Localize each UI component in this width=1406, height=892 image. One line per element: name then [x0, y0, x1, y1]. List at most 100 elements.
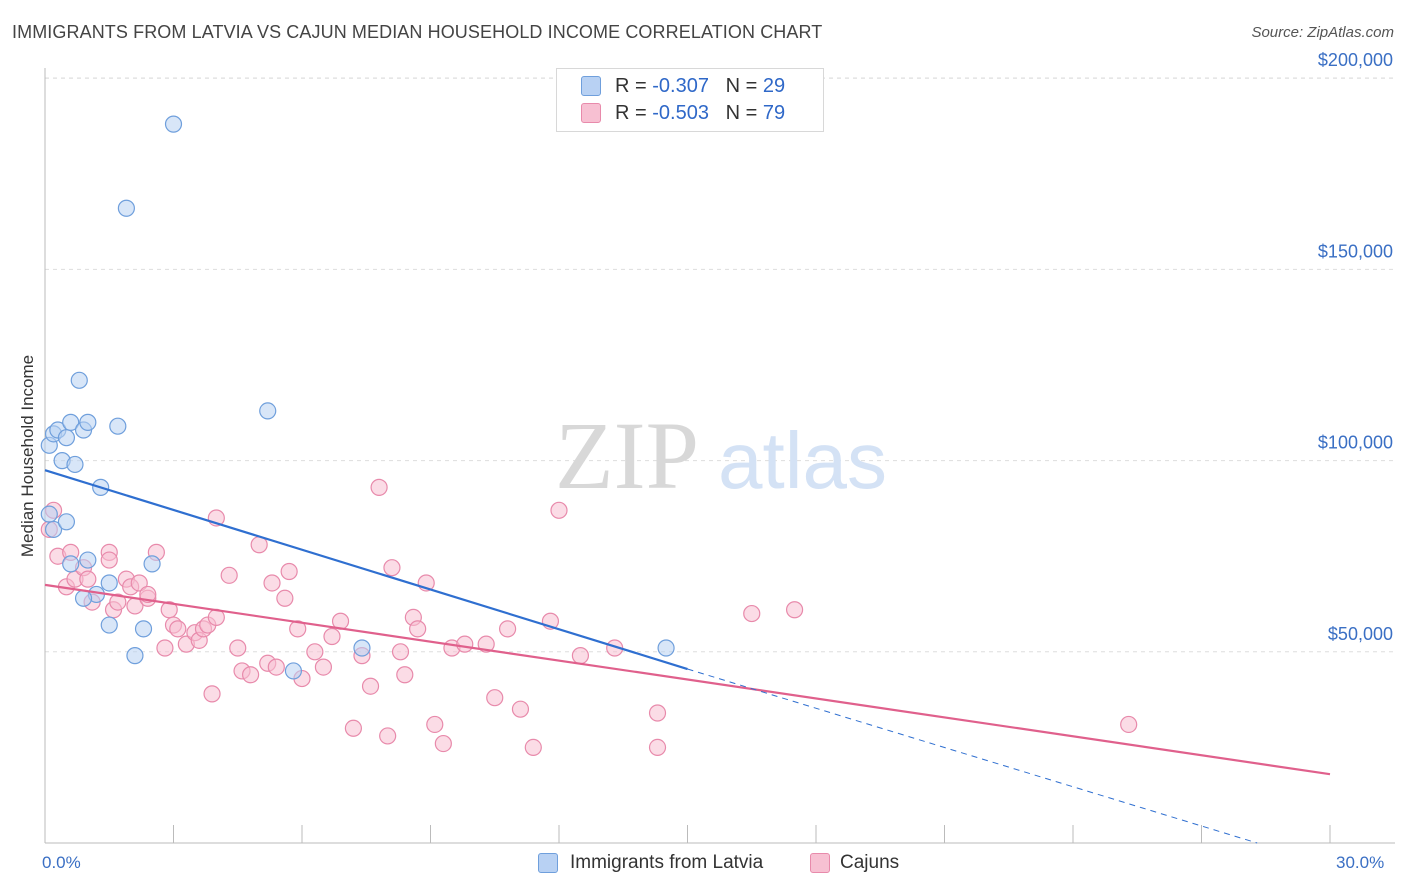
- cajun-point: [314, 658, 333, 676]
- r-value: -0.503: [652, 102, 709, 124]
- cajun-point: [785, 601, 804, 619]
- n-value: 29: [762, 75, 786, 97]
- cajun-point: [267, 658, 285, 676]
- watermark-atlas: atlas: [718, 416, 887, 505]
- cajun-swatch: [581, 103, 601, 123]
- y-tick-label: $100,000: [1318, 433, 1393, 453]
- cajun-point: [361, 677, 380, 695]
- cajun-point: [477, 635, 495, 653]
- cajun-point: [79, 570, 97, 588]
- chart-title: IMMIGRANTS FROM LATVIA VS CAJUN MEDIAN H…: [12, 22, 823, 42]
- cajun-point: [379, 727, 397, 745]
- r-value: -0.307: [652, 75, 709, 97]
- n-label: N =: [725, 75, 763, 97]
- cajun-point: [344, 719, 362, 737]
- cajun-point: [263, 574, 281, 592]
- latvia-point: [62, 413, 80, 431]
- latvia-point: [353, 639, 371, 657]
- cajun-point: [109, 593, 127, 611]
- gridlines: [45, 77, 1395, 653]
- legend-cajun-label: Cajuns: [840, 852, 900, 873]
- latvia-point: [70, 371, 88, 389]
- latvia-point: [143, 555, 161, 573]
- latvia-point: [657, 639, 675, 657]
- latvia-point: [100, 616, 118, 634]
- latvia-point: [134, 620, 153, 638]
- cajun-trend-line: [44, 583, 1331, 776]
- latvia-trend-line: [44, 469, 688, 671]
- latvia-point: [284, 662, 303, 680]
- latvia-point: [79, 413, 97, 431]
- latvia-point: [117, 199, 135, 217]
- latvia-point: [44, 520, 63, 539]
- latvia-trend-extension: [687, 668, 1258, 844]
- cajun-point: [383, 559, 401, 577]
- latvia-point: [164, 115, 183, 133]
- cajun-point: [434, 734, 452, 753]
- latvia-point: [66, 455, 84, 474]
- stats-text: R = -0.503 N = 79: [615, 102, 785, 125]
- trend-lines: [44, 469, 1331, 844]
- cajun-point: [499, 620, 517, 638]
- cajun-point: [743, 604, 761, 623]
- cajun-point: [280, 562, 298, 581]
- x-tick-max: 30.0%: [1336, 853, 1385, 872]
- cajun-point: [409, 620, 427, 638]
- y-tick-label: $150,000: [1318, 241, 1393, 261]
- cajun-point: [426, 715, 444, 734]
- latvia-point: [126, 647, 144, 665]
- cajun-point: [486, 689, 504, 707]
- legend-latvia-label: Immigrants from Latvia: [570, 852, 764, 873]
- cajun-point: [511, 700, 530, 718]
- cajun-point: [100, 551, 118, 569]
- axes: [44, 68, 1395, 844]
- cajun-point: [571, 647, 590, 665]
- n-label: N =: [725, 102, 763, 124]
- cajun-point: [306, 643, 324, 661]
- source-label: Source: ZipAtlas.com: [1251, 24, 1394, 41]
- cajun-point: [220, 566, 238, 584]
- cajun-point: [203, 685, 221, 703]
- cajun-point: [323, 627, 341, 646]
- cajun-point: [156, 639, 174, 657]
- cajun-point: [648, 738, 667, 757]
- cajun-point: [169, 620, 187, 638]
- latvia-swatch: [581, 76, 601, 96]
- cajun-point: [229, 639, 247, 657]
- latvia-swatch: [538, 853, 558, 873]
- latvia-point: [57, 429, 76, 447]
- r-label: R =: [615, 102, 653, 124]
- cajun-point: [391, 643, 410, 661]
- latvia-point: [62, 555, 80, 573]
- y-tick-labels: $50,000 $100,000 $150,000 $200,000: [1318, 50, 1393, 644]
- cajun-point: [1120, 715, 1138, 734]
- cajun-point: [242, 666, 260, 684]
- cajun-point: [396, 666, 414, 684]
- stats-text: R = -0.307 N = 29: [615, 75, 785, 98]
- latvia-point: [100, 574, 118, 592]
- latvia-point: [79, 551, 97, 569]
- x-tick-min: 0.0%: [42, 853, 81, 872]
- cajun-point: [289, 620, 307, 638]
- latvia-points: [40, 115, 675, 680]
- cajun-point: [648, 704, 667, 722]
- n-value: 79: [762, 102, 786, 124]
- watermark-zip: ZIP: [555, 402, 699, 509]
- cajun-point: [370, 478, 388, 496]
- cajun-swatch: [810, 853, 830, 873]
- stats-legend: R = -0.307 N = 29 R = -0.503 N = 79: [556, 68, 824, 132]
- latvia-point: [109, 417, 127, 435]
- cajun-point: [276, 589, 294, 607]
- r-label: R =: [615, 75, 653, 97]
- y-tick-label: $200,000: [1318, 50, 1393, 70]
- latvia-point: [259, 402, 277, 420]
- cajun-point: [524, 738, 542, 757]
- cajun-point: [550, 501, 568, 519]
- latvia-point: [40, 505, 58, 523]
- cajun-point: [456, 635, 474, 653]
- latvia-point: [74, 589, 93, 607]
- cajun-point: [130, 574, 148, 592]
- y-tick-label: $50,000: [1328, 624, 1393, 644]
- latvia-point: [57, 513, 76, 531]
